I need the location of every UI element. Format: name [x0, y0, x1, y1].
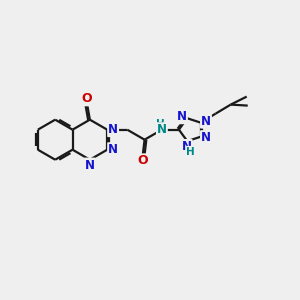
Text: H: H: [156, 119, 165, 129]
Text: N: N: [108, 143, 118, 156]
Text: O: O: [82, 92, 92, 105]
Text: N: N: [201, 131, 211, 144]
Text: N: N: [85, 158, 95, 172]
Text: H: H: [186, 147, 195, 157]
Text: N: N: [201, 115, 211, 128]
Text: O: O: [137, 154, 148, 167]
Text: N: N: [182, 140, 192, 153]
Text: N: N: [108, 123, 118, 136]
Text: N: N: [177, 110, 187, 123]
Text: N: N: [157, 123, 167, 136]
